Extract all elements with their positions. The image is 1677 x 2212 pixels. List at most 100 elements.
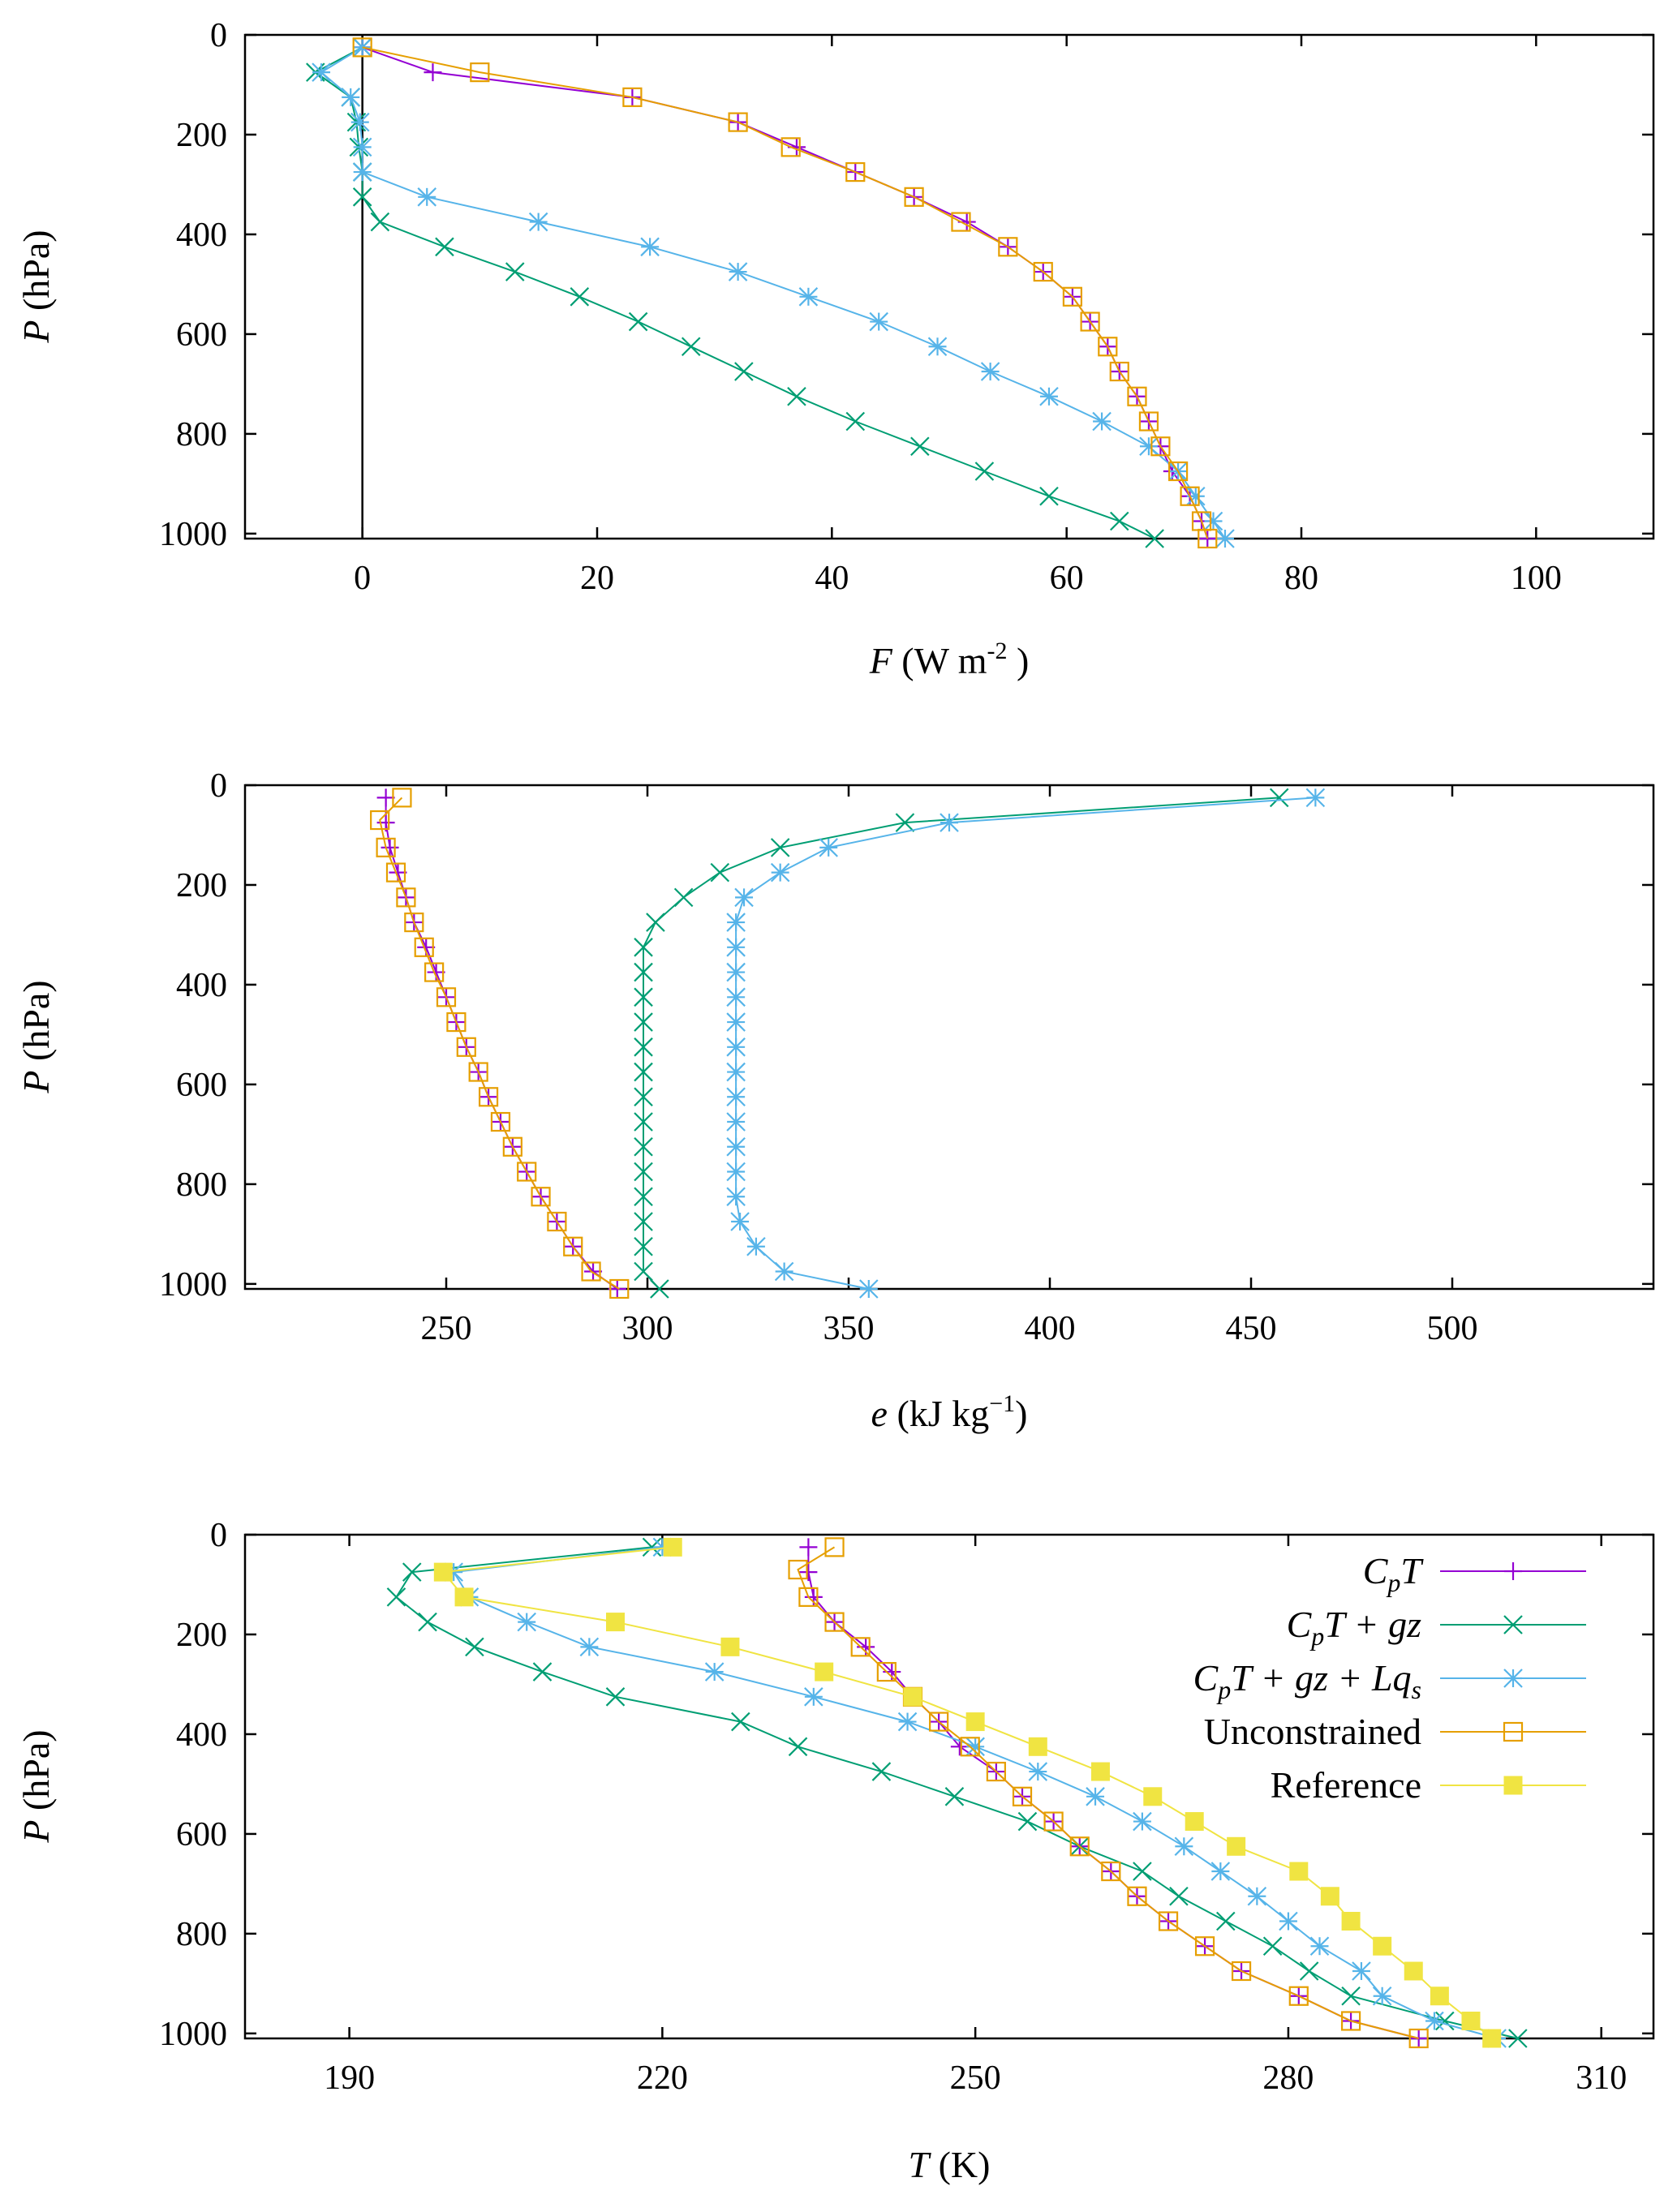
data-point-Reference (1090, 1762, 1110, 1781)
data-point-CpT_gz_Lqs (1203, 511, 1223, 531)
data-point-CpT_gz (1299, 1961, 1319, 1981)
legend-entry-CpT_gz: CpT + gz (1287, 1604, 1586, 1651)
data-point-CpT_gz (710, 862, 730, 883)
y-tick-label: 1000 (159, 2016, 227, 2053)
panel-energy-axes: 250 300 350 400 450 500 0 200 400 600 800 1000 (159, 767, 1653, 1347)
data-point-Unconstrained (1062, 286, 1083, 307)
series-Reference (433, 1537, 1502, 2048)
data-point-Unconstrained (502, 1136, 522, 1157)
x-tick-label: 40 (815, 560, 849, 597)
data-point-Unconstrained (531, 1187, 551, 1207)
y-tick-label: 800 (176, 1916, 227, 1953)
data-point-Unconstrained (1158, 1911, 1179, 1931)
data-point-CpT_gz (634, 1012, 653, 1032)
data-point-CpT_gz (1109, 511, 1129, 531)
x-tick-label: 220 (637, 2060, 688, 2097)
data-point-CpT_gz_Lqs (1039, 386, 1059, 406)
data-point-CpT_gz (386, 1587, 406, 1607)
data-point-CpT_gz_Lqs (350, 112, 370, 132)
y-tick-label: 0 (210, 767, 227, 805)
data-point-CpT_gz_Lqs (352, 37, 372, 58)
legend-entry-Unconstrained: Unconstrained (1204, 1711, 1586, 1752)
legend-marker-filled-square-icon (1503, 1776, 1523, 1795)
x-tick-label: 80 (1284, 560, 1318, 597)
x-tick-label: 250 (950, 2060, 1001, 2097)
data-point-Unconstrained (1080, 311, 1100, 332)
data-point-CpT_gz_Lqs (819, 838, 838, 857)
data-point-Unconstrained (547, 1211, 567, 1232)
y-tick-label: 600 (176, 1816, 227, 1853)
series-Unconstrained (370, 788, 630, 1299)
panel-flux-frame (243, 33, 1655, 540)
data-point-CpT_gz_Lqs (726, 1012, 746, 1032)
data-point-Unconstrained (788, 1559, 808, 1580)
data-point-CpT_gz_Lqs (726, 1187, 746, 1207)
x-tick-label: 300 (622, 1310, 673, 1347)
panel-temperature-xlabel: T (K) (909, 2144, 991, 2185)
data-point-Unconstrained (904, 187, 924, 207)
data-point-CpT_gz_Lqs (869, 311, 888, 332)
data-point-CpT_gz_Lqs (734, 887, 754, 908)
data-point-CpT_gz_Lqs (341, 88, 360, 107)
x-tick-label: 100 (1511, 560, 1562, 597)
data-point-CpT_gz (1508, 2029, 1528, 2048)
legend-marker-plus-icon (1504, 1562, 1522, 1580)
data-point-Unconstrained (876, 1661, 897, 1682)
y-tick-label: 1000 (159, 1266, 227, 1304)
panel-energy-xlabel: e (kJ kg−1) (871, 1390, 1028, 1434)
data-point-CpT_gz_Lqs (352, 137, 372, 157)
data-point-Reference (1430, 1987, 1449, 2006)
data-point-CpT_gz_Lqs (312, 62, 331, 82)
data-point-CpT_gz (634, 1112, 653, 1132)
data-point-CpT_gz (787, 386, 806, 406)
series-CpT_gz (306, 37, 1164, 548)
data-point-CpT_gz_Lqs (774, 1261, 794, 1282)
data-point-Reference (1320, 1887, 1339, 1906)
data-point-CpT_gz (370, 212, 390, 232)
panel-temperature-axes: 190 220 250 280 310 0 200 400 600 800 1000 (159, 1517, 1653, 2097)
data-point-Reference (965, 1712, 985, 1732)
y-tick-label: 200 (176, 867, 227, 904)
series-CpT_gz (634, 788, 1289, 1299)
data-point-CpT_gz_Lqs (726, 1062, 746, 1082)
data-point-CpT_gz (1262, 1936, 1283, 1956)
data-point-Unconstrained (1012, 1786, 1033, 1806)
data-point-CpT_gz_Lqs (1247, 1886, 1267, 1906)
data-point-CpT (608, 1280, 626, 1298)
data-point-CpT (424, 63, 442, 82)
data-point-CpT_gz (402, 1562, 422, 1582)
x-tick-label: 450 (1226, 1310, 1277, 1347)
data-point-CpT_gz_Lqs (770, 862, 790, 883)
data-point-Unconstrained (986, 1761, 1006, 1782)
data-point-Unconstrained (1043, 1811, 1064, 1832)
y-tick-label: 800 (176, 416, 227, 453)
data-point-CpT_gz_Lqs (1139, 436, 1159, 457)
data-point-Unconstrained (728, 112, 748, 132)
x-tick-label: 0 (354, 560, 371, 597)
data-point-CpT_gz (532, 1662, 553, 1682)
data-point-CpT_gz (646, 913, 665, 932)
data-point-CpT_gz (1145, 529, 1164, 548)
data-point-Unconstrained (1101, 1861, 1121, 1882)
y-tick-label: 400 (176, 217, 227, 254)
data-point-Unconstrained (1109, 361, 1129, 382)
data-point-Reference (1373, 1936, 1392, 1956)
data-point-CpT_gz (505, 262, 525, 281)
legend-marker-asterisk-icon (1503, 1669, 1523, 1688)
data-point-CpT_gz (1269, 788, 1289, 808)
data-point-Unconstrained (1033, 261, 1053, 282)
data-point-CpT_gz (352, 187, 372, 207)
data-point-CpT_gz (1017, 1811, 1038, 1832)
legend-entry-CpT: CpT (1363, 1550, 1586, 1597)
y-tick-label: 600 (176, 1067, 227, 1104)
y-tick-label: 0 (210, 1517, 227, 1554)
data-point-Unconstrained (468, 1062, 488, 1082)
data-point-CpT_gz_Lqs (1372, 1986, 1392, 2006)
data-point-CpT_gz (1169, 1886, 1189, 1906)
legend-label: CpT + gz + Lqs (1193, 1657, 1421, 1704)
data-point-Unconstrained (352, 37, 372, 58)
panel-flux-xlabel: F (W m-2 ) (869, 638, 1030, 681)
x-tick-label: 310 (1576, 2060, 1627, 2097)
